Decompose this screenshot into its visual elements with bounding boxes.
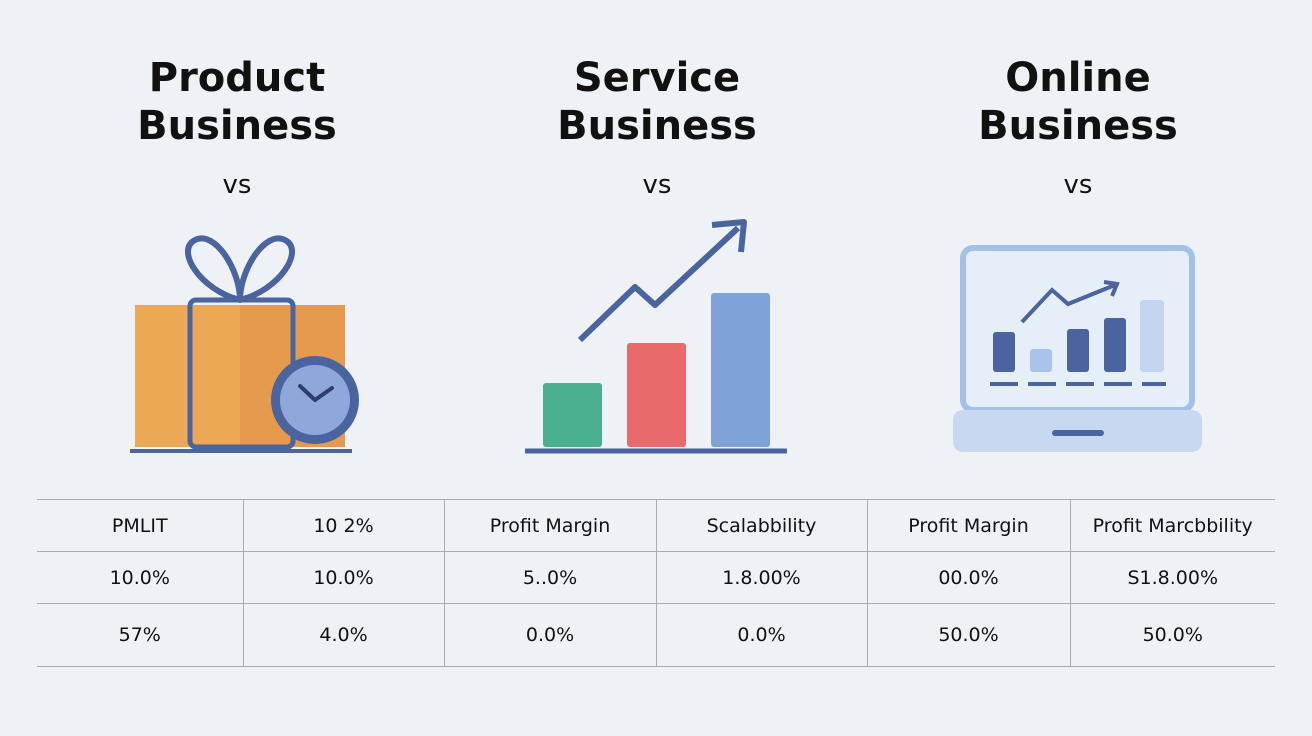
table-cell: PMLIT: [37, 499, 243, 552]
table-cell: 50.0%: [866, 603, 1070, 667]
table-cell: 10 2%: [242, 499, 444, 552]
table-cell: 5..0%: [443, 551, 656, 604]
table-cell: 0.0%: [655, 603, 867, 667]
column-title: Service Business: [557, 55, 757, 149]
comparison-table: PMLIT 10 2% Profit Margin Scalabbility Profi…: [37, 499, 1275, 667]
gift-clock-icon: [130, 235, 359, 453]
vs-label: vs: [1063, 170, 1093, 200]
table-cell: 1.8.00%: [655, 551, 867, 604]
table-cell: 10.0%: [37, 551, 243, 604]
table-cell: 10.0%: [242, 551, 444, 604]
table-cell: 00.0%: [866, 551, 1070, 604]
column-title: Product Business: [137, 55, 337, 149]
table-cell: Scalabbility: [655, 499, 867, 552]
growth-bars-icon: [525, 219, 787, 454]
table-row: PMLIT 10 2% Profit Margin Scalabbility Profi…: [37, 499, 1275, 552]
table-cell: 4.0%: [242, 603, 444, 667]
table-cell: 0.0%: [443, 603, 656, 667]
table-cell: Profit Margin: [443, 499, 656, 552]
column-title: Online Business: [978, 55, 1178, 149]
table-cell: Profit Marcbbility: [1069, 499, 1275, 552]
table-row: 57% 4.0% 0.0% 0.0% 50.0% 50.0%: [37, 603, 1275, 667]
table-cell: S1.8.00%: [1069, 551, 1275, 604]
table-row: 10.0% 10.0% 5..0% 1.8.00% 00.0% S1.8.00%: [37, 551, 1275, 604]
vs-label: vs: [642, 170, 672, 200]
illustrations: [130, 219, 1202, 454]
table-cell: Profit Margin: [866, 499, 1070, 552]
laptop-icon: [953, 245, 1202, 452]
table-cell: 57%: [37, 603, 243, 667]
table-cell: 50.0%: [1069, 603, 1275, 667]
vs-label: vs: [222, 170, 252, 200]
